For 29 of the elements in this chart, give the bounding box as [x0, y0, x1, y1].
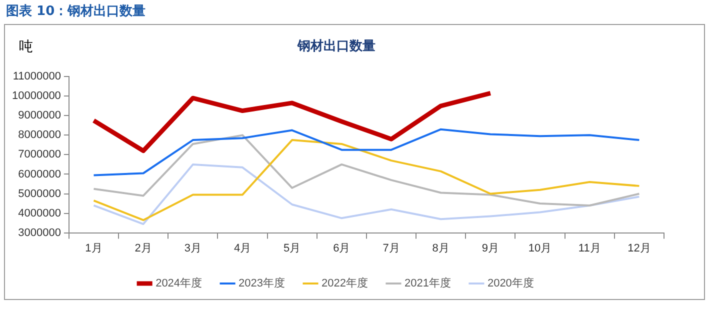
y-tick-label: 4000000 — [18, 207, 61, 220]
x-tick-label: 11月 — [578, 242, 601, 254]
x-tick-label: 1月 — [85, 242, 102, 254]
legend-label: 2021年度 — [404, 276, 451, 290]
y-tick-label: 3000000 — [18, 226, 61, 239]
y-tick-label: 8000000 — [18, 129, 61, 142]
y-tick-label: 6000000 — [18, 168, 61, 180]
chart-title: 钢材出口数量 — [296, 39, 376, 54]
x-tick-label: 2月 — [134, 242, 152, 254]
y-tick-label: 5000000 — [18, 188, 61, 200]
y-tick-label: 11000000 — [12, 70, 61, 83]
x-tick-label: 8月 — [432, 242, 450, 254]
x-tick-label: 7月 — [382, 242, 400, 254]
text: 图表 10：钢材出口数量 — [6, 3, 146, 20]
x-tick-label: 3月 — [184, 242, 202, 254]
legend-label: 2020年度 — [487, 276, 534, 290]
legend-label: 2022年度 — [322, 276, 368, 290]
x-tick-label: 6月 — [333, 242, 350, 254]
y-tick-label: 7000000 — [18, 148, 61, 161]
legend-label: 2023年度 — [238, 276, 286, 290]
y-axis-title: 吨 — [19, 39, 33, 56]
x-tick-label: 10月 — [528, 242, 552, 254]
x-tick-label: 9月 — [482, 242, 500, 254]
x-tick-label: 12月 — [628, 242, 651, 254]
x-tick-label: 4月 — [234, 242, 252, 254]
y-tick-label: 10000000 — [12, 90, 61, 102]
y-tick-label: 9000000 — [18, 110, 61, 122]
legend-label: 2024年度 — [156, 276, 202, 290]
x-tick-label: 5月 — [284, 242, 301, 254]
